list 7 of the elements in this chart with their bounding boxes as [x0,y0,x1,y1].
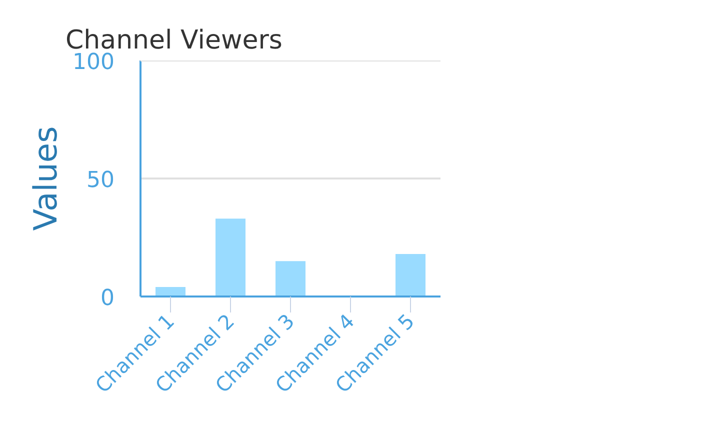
bar [156,287,186,296]
bar [276,261,306,296]
y-tick-label: 50 [86,168,115,193]
bar [396,254,426,296]
bar [216,218,246,296]
y-axis-title: Values [26,126,65,231]
y-tick-label: 0 [100,286,115,311]
